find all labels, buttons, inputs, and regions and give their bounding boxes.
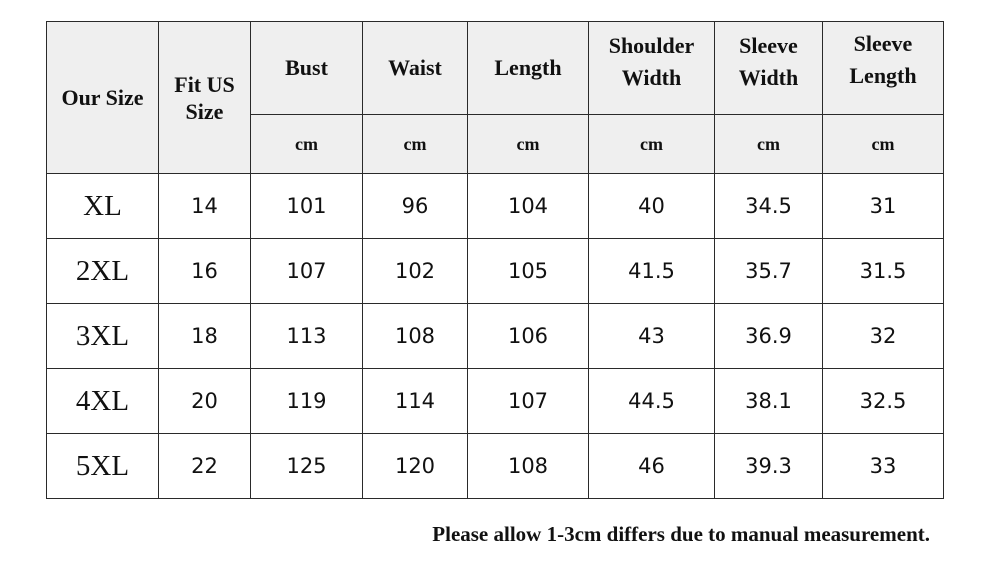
cell-bust: 101 [250, 173, 363, 239]
cell-fit-us-size: 22 [158, 433, 251, 499]
cell-sleeve-width: 35.7 [714, 238, 823, 304]
cell-sleeve-length: 32 [822, 303, 944, 369]
cell-shoulder-width: 43 [588, 303, 715, 369]
cell-sleeve-width: 39.3 [714, 433, 823, 499]
cell-our-size: 2XL [46, 238, 159, 304]
header-waist: Waist [362, 21, 468, 115]
cell-sleeve-length: 33 [822, 433, 944, 499]
header-row: Our Size Fit US Size Bust Waist Length S… [46, 21, 944, 174]
cell-waist: 120 [362, 433, 468, 499]
cell-length: 106 [467, 303, 589, 369]
header-shoulder-width: Shoulder Width [588, 21, 715, 115]
unit-sleeve-width: cm [714, 114, 823, 174]
cell-our-size: 3XL [46, 303, 159, 369]
cell-our-size: 5XL [46, 433, 159, 499]
cell-shoulder-width: 44.5 [588, 368, 715, 434]
cell-our-size: XL [46, 173, 159, 239]
cell-sleeve-length: 32.5 [822, 368, 944, 434]
table-body: XL 14 101 96 104 40 34.5 31 2XL 16 107 102 105 41.5 35… [46, 173, 944, 499]
cell-waist: 108 [362, 303, 468, 369]
cell-shoulder-width: 40 [588, 173, 715, 239]
cell-bust: 107 [250, 238, 363, 304]
table-row: 2XL 16 107 102 105 41.5 35.7 31.5 [46, 238, 944, 304]
cell-fit-us-size: 20 [158, 368, 251, 434]
cell-waist: 96 [362, 173, 468, 239]
header-sleeve-length: Sleeve Length [822, 21, 944, 115]
cell-bust: 125 [250, 433, 363, 499]
unit-waist: cm [362, 114, 468, 174]
cell-fit-us-size: 14 [158, 173, 251, 239]
cell-length: 107 [467, 368, 589, 434]
cell-shoulder-width: 41.5 [588, 238, 715, 304]
cell-length: 105 [467, 238, 589, 304]
cell-length: 108 [467, 433, 589, 499]
table-row: 5XL 22 125 120 108 46 39.3 33 [46, 433, 944, 499]
size-chart-table: Our Size Fit US Size Bust Waist Length S… [46, 21, 944, 499]
header-our-size: Our Size [46, 21, 159, 174]
unit-length: cm [467, 114, 589, 174]
header-bust: Bust [250, 21, 363, 115]
table-row: 4XL 20 119 114 107 44.5 38.1 32.5 [46, 368, 944, 434]
unit-bust: cm [250, 114, 363, 174]
unit-sleeve-length: cm [822, 114, 944, 174]
cell-fit-us-size: 16 [158, 238, 251, 304]
cell-sleeve-width: 34.5 [714, 173, 823, 239]
cell-sleeve-width: 36.9 [714, 303, 823, 369]
cell-sleeve-length: 31.5 [822, 238, 944, 304]
header-sleeve-width: Sleeve Width [714, 21, 823, 115]
cell-bust: 113 [250, 303, 363, 369]
cell-fit-us-size: 18 [158, 303, 251, 369]
cell-waist: 114 [362, 368, 468, 434]
cell-sleeve-width: 38.1 [714, 368, 823, 434]
cell-waist: 102 [362, 238, 468, 304]
unit-shoulder-width: cm [588, 114, 715, 174]
cell-shoulder-width: 46 [588, 433, 715, 499]
cell-sleeve-length: 31 [822, 173, 944, 239]
table-row: 3XL 18 113 108 106 43 36.9 32 [46, 303, 944, 369]
header-fit-us-size: Fit US Size [158, 21, 251, 174]
measurement-note: Please allow 1-3cm differs due to manual… [432, 522, 930, 546]
units-row: cm cm cm cm cm cm [47, 114, 944, 174]
cell-length: 104 [467, 173, 589, 239]
header-length: Length [467, 21, 589, 115]
cell-bust: 119 [250, 368, 363, 434]
table-row: XL 14 101 96 104 40 34.5 31 [46, 173, 944, 239]
cell-our-size: 4XL [46, 368, 159, 434]
